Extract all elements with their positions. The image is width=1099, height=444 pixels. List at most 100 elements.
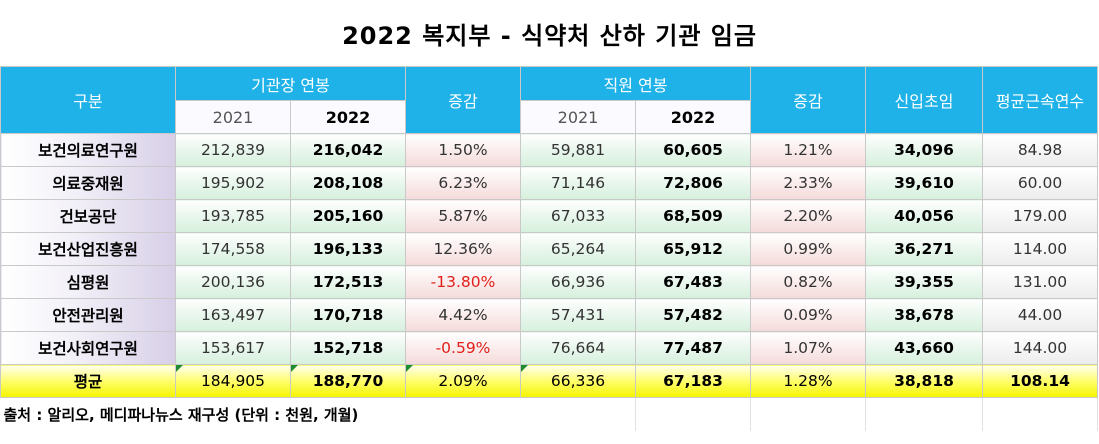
- source-row: 출처 : 알리오, 메디파나뉴스 재구성 (단위 : 천원, 개월): [0, 397, 1098, 431]
- average-row: 평균 184,905 188,770 2.09% 66,336 67,183 1…: [0, 364, 1098, 398]
- empty-cell: [982, 397, 1098, 431]
- staff-2021: 76,664: [520, 331, 636, 365]
- staff-change: 0.99%: [750, 232, 866, 266]
- table-title: 2022 복지부 - 식약처 산하 기관 임금: [342, 21, 757, 50]
- starting-salary: 38,678: [865, 298, 983, 332]
- ceo-2022: 172,513: [290, 265, 406, 299]
- staff-2022: 65,912: [635, 232, 751, 266]
- header-staff-salary: 직원 연봉: [520, 66, 751, 101]
- avg-tenure: 131.00: [982, 265, 1098, 299]
- header-ceo-salary: 기관장 연봉: [175, 66, 406, 101]
- staff-2021: 57,431: [520, 298, 636, 332]
- ceo-2022: 208,108: [290, 166, 406, 200]
- table-row: 보건산업진흥원 174,558 196,133 12.36% 65,264 65…: [0, 232, 1098, 266]
- row-name: 보건산업진흥원: [0, 232, 176, 266]
- avg-tenure: 108.14: [982, 364, 1098, 398]
- ceo-change: 1.50%: [405, 133, 521, 167]
- staff-2022: 57,482: [635, 298, 751, 332]
- staff-2022: 77,487: [635, 331, 751, 365]
- starting-salary: 36,271: [865, 232, 983, 266]
- staff-change: 2.33%: [750, 166, 866, 200]
- table-row: 보건의료연구원 212,839 216,042 1.50% 59,881 60,…: [0, 133, 1098, 167]
- header-ceo-2022: 2022: [290, 100, 406, 134]
- empty-cell: [635, 397, 751, 431]
- avg-staff-2021: 66,336: [520, 364, 636, 398]
- ceo-2021: 163,497: [175, 298, 291, 332]
- avg-tenure: 84.98: [982, 133, 1098, 167]
- avg-tenure: 44.00: [982, 298, 1098, 332]
- avg-ceo-2022: 188,770: [290, 364, 406, 398]
- header-ceo-2021: 2021: [175, 100, 291, 134]
- ceo-2021: 200,136: [175, 265, 291, 299]
- starting-salary: 39,610: [865, 166, 983, 200]
- salary-table: 구분 기관장 연봉 증감 직원 연봉 증감 신입초임 평균근속연수 2021 2…: [0, 66, 1098, 431]
- table-row: 심평원 200,136 172,513 -13.80% 66,936 67,48…: [0, 265, 1098, 299]
- ceo-2021: 212,839: [175, 133, 291, 167]
- avg-staff-change: 1.28%: [750, 364, 866, 398]
- staff-2021: 71,146: [520, 166, 636, 200]
- empty-cell: [750, 397, 866, 431]
- starting-salary: 39,355: [865, 265, 983, 299]
- average-label: 평균: [0, 364, 176, 398]
- staff-2021: 67,033: [520, 199, 636, 233]
- table-row: 건보공단 193,785 205,160 5.87% 67,033 68,509…: [0, 199, 1098, 233]
- staff-2021: 59,881: [520, 133, 636, 167]
- avg-starting-salary: 38,818: [865, 364, 983, 398]
- staff-2022: 60,605: [635, 133, 751, 167]
- row-name: 보건사회연구원: [0, 331, 176, 365]
- avg-ceo-change: 2.09%: [405, 364, 521, 398]
- ceo-change: 12.36%: [405, 232, 521, 266]
- empty-cell: [865, 397, 983, 431]
- staff-change: 2.20%: [750, 199, 866, 233]
- staff-change: 0.82%: [750, 265, 866, 299]
- ceo-change: 6.23%: [405, 166, 521, 200]
- header-ceo-change: 증감: [405, 66, 521, 134]
- ceo-2021: 195,902: [175, 166, 291, 200]
- staff-2022: 67,483: [635, 265, 751, 299]
- avg-tenure: 179.00: [982, 199, 1098, 233]
- table-row: 보건사회연구원 153,617 152,718 -0.59% 76,664 77…: [0, 331, 1098, 365]
- ceo-change: 5.87%: [405, 199, 521, 233]
- row-name: 건보공단: [0, 199, 176, 233]
- ceo-change: 4.42%: [405, 298, 521, 332]
- ceo-2022: 152,718: [290, 331, 406, 365]
- row-name: 보건의료연구원: [0, 133, 176, 167]
- staff-change: 0.09%: [750, 298, 866, 332]
- starting-salary: 34,096: [865, 133, 983, 167]
- ceo-2022: 196,133: [290, 232, 406, 266]
- source-note: 출처 : 알리오, 메디파나뉴스 재구성 (단위 : 천원, 개월): [0, 397, 636, 431]
- ceo-change: -13.80%: [405, 265, 521, 299]
- avg-ceo-2021: 184,905: [175, 364, 291, 398]
- row-name: 심평원: [0, 265, 176, 299]
- ceo-2022: 170,718: [290, 298, 406, 332]
- avg-tenure: 114.00: [982, 232, 1098, 266]
- table-row: 의료중재원 195,902 208,108 6.23% 71,146 72,80…: [0, 166, 1098, 200]
- avg-tenure: 60.00: [982, 166, 1098, 200]
- header-starting-salary: 신입초임: [865, 66, 983, 134]
- table-row: 안전관리원 163,497 170,718 4.42% 57,431 57,48…: [0, 298, 1098, 332]
- header-category: 구분: [0, 66, 176, 134]
- avg-tenure: 144.00: [982, 331, 1098, 365]
- staff-2022: 72,806: [635, 166, 751, 200]
- staff-2021: 66,936: [520, 265, 636, 299]
- header-staff-2021: 2021: [520, 100, 636, 134]
- staff-change: 1.21%: [750, 133, 866, 167]
- ceo-2021: 174,558: [175, 232, 291, 266]
- ceo-2022: 216,042: [290, 133, 406, 167]
- avg-staff-2022: 67,183: [635, 364, 751, 398]
- ceo-2021: 193,785: [175, 199, 291, 233]
- header-avg-tenure: 평균근속연수: [982, 66, 1098, 134]
- row-name: 의료중재원: [0, 166, 176, 200]
- starting-salary: 43,660: [865, 331, 983, 365]
- ceo-2022: 205,160: [290, 199, 406, 233]
- ceo-2021: 153,617: [175, 331, 291, 365]
- header-staff-change: 증감: [750, 66, 866, 134]
- staff-2021: 65,264: [520, 232, 636, 266]
- starting-salary: 40,056: [865, 199, 983, 233]
- ceo-change: -0.59%: [405, 331, 521, 365]
- staff-change: 1.07%: [750, 331, 866, 365]
- row-name: 안전관리원: [0, 298, 176, 332]
- staff-2022: 68,509: [635, 199, 751, 233]
- header-staff-2022: 2022: [635, 100, 751, 134]
